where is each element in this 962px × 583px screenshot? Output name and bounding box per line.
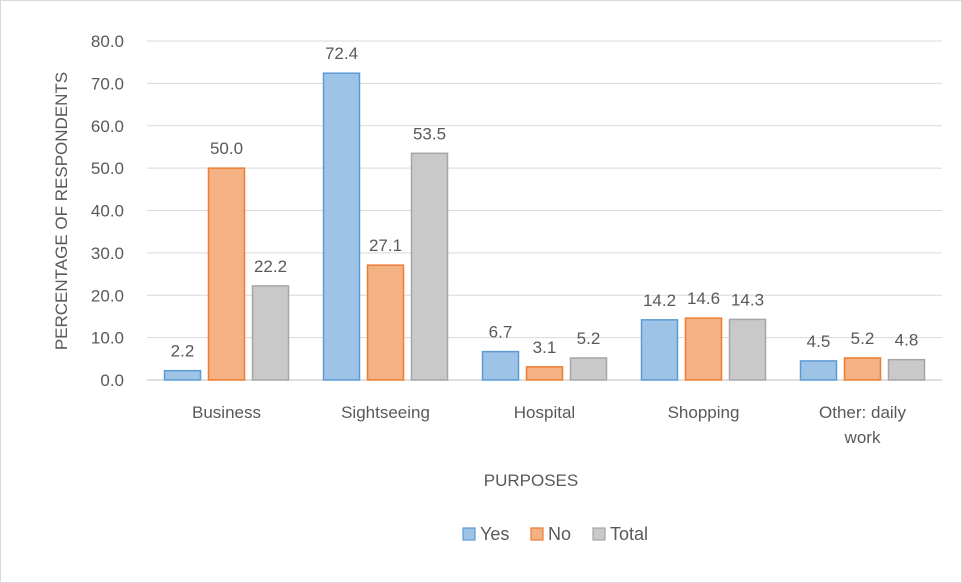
legend-label-yes: Yes	[480, 524, 509, 544]
bar-yes	[481, 350, 520, 381]
x-tick-label: Shopping	[668, 403, 740, 422]
legend-label-total: Total	[610, 524, 648, 544]
legend: Yes No Total	[462, 524, 648, 544]
bar-total	[569, 357, 608, 381]
y-tick-label: 10.0	[91, 329, 124, 348]
y-tick-label: 80.0	[91, 32, 124, 51]
data-label: 14.3	[731, 290, 764, 309]
y-tick-label: 30.0	[91, 244, 124, 263]
x-tick-labels: Business Sightseeing Hospital Shopping Other…	[192, 403, 906, 447]
data-label: 72.4	[325, 44, 358, 63]
data-label: 4.5	[807, 332, 831, 351]
legend-swatch-yes	[462, 527, 476, 541]
x-tick-label: Sightseeing	[341, 403, 430, 422]
x-tick-label: Business	[192, 403, 261, 422]
y-tick-label: 40.0	[91, 202, 124, 221]
data-label: 3.1	[533, 338, 557, 357]
legend-swatch-total	[592, 527, 606, 541]
data-label: 50.0	[210, 139, 243, 158]
bar-yes	[799, 360, 838, 381]
y-tick-label: 50.0	[91, 159, 124, 178]
data-label: 14.2	[643, 291, 676, 310]
y-tick-labels: 0.0 10.0 20.0 30.0 40.0 50.0 60.0 70.0 80.0	[91, 32, 124, 390]
data-label: 6.7	[489, 323, 513, 342]
bar-yes	[640, 319, 679, 381]
bar-no	[525, 366, 564, 381]
bar-no	[207, 167, 246, 381]
bars	[163, 72, 926, 381]
y-tick-label: 0.0	[100, 371, 124, 390]
y-tick-label: 60.0	[91, 117, 124, 136]
data-label: 22.2	[254, 257, 287, 276]
legend-swatch-no	[530, 527, 544, 541]
bar-no	[684, 317, 723, 381]
y-tick-label: 20.0	[91, 286, 124, 305]
data-labels: 2.2 50.0 22.2 72.4 27.1 53.5 6.7 3.1 5.2 14.2 14.6…	[171, 44, 919, 360]
x-tick-label: Hospital	[514, 403, 575, 422]
data-label: 4.8	[895, 331, 919, 350]
x-tick-label: Other: daily work	[819, 403, 906, 447]
data-label: 2.2	[171, 342, 195, 361]
bar-no	[366, 264, 405, 381]
bar-yes	[322, 72, 361, 381]
data-label: 27.1	[369, 236, 402, 255]
bar-no	[843, 357, 882, 381]
bar-yes	[163, 369, 202, 381]
y-tick-label: 70.0	[91, 74, 124, 93]
data-label: 53.5	[413, 124, 446, 143]
data-label: 5.2	[851, 329, 875, 348]
x-axis-title: PURPOSES	[484, 471, 578, 490]
bar-total	[728, 318, 767, 381]
bar-total	[410, 152, 449, 381]
y-axis-title: PERCENTAGE OF RESPONDENTS	[52, 72, 71, 350]
bar-total	[887, 358, 926, 381]
data-label: 14.6	[687, 289, 720, 308]
bar-total	[251, 285, 290, 381]
legend-label-no: No	[548, 524, 571, 544]
data-label: 5.2	[577, 329, 601, 348]
